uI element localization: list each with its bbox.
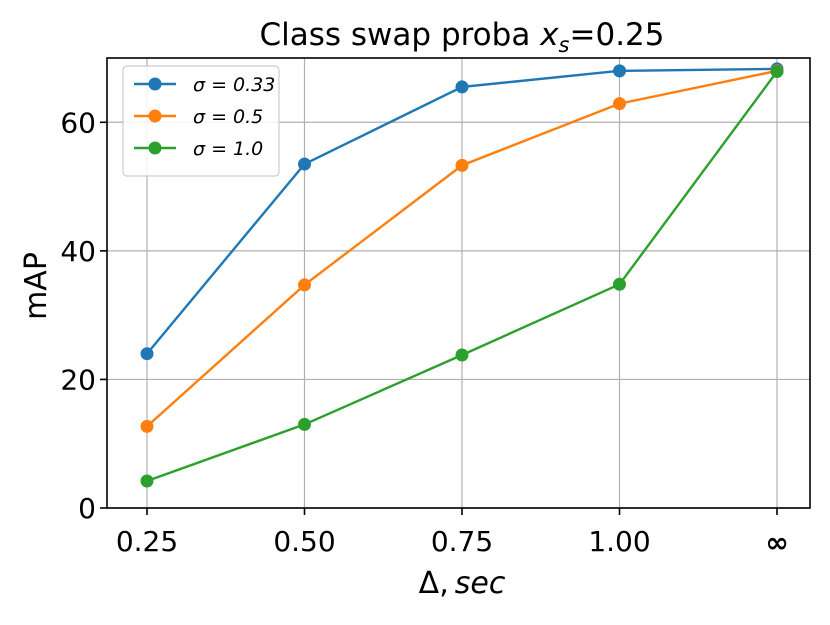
legend-swatch-marker — [148, 141, 162, 155]
data-point — [298, 417, 311, 431]
legend-label: σ = 1.0 — [193, 138, 263, 160]
plot-frame — [106, 57, 811, 509]
y-tick-label: 0 — [78, 492, 96, 525]
legend-label: σ = 0.5 — [193, 106, 263, 128]
chart-title: Class swap proba xs=0.25 — [260, 17, 665, 57]
series — [140, 65, 784, 488]
y-tick-label: 20 — [60, 363, 96, 396]
x-tick-label: 0.50 — [273, 525, 335, 558]
data-point — [613, 97, 626, 111]
data-point — [613, 277, 626, 291]
data-point — [613, 64, 626, 78]
axes: 0.25 0.50 0.75 1.00 ∞ 0 20 40 60 — [60, 57, 811, 559]
x-tick-label: ∞ — [765, 526, 788, 559]
legend-swatch-marker — [148, 109, 162, 123]
y-axis-label: mAP — [19, 252, 54, 320]
data-point — [770, 65, 784, 78]
legend-swatch-marker — [148, 77, 162, 91]
data-point — [455, 348, 469, 362]
data-point — [298, 278, 311, 292]
data-point — [298, 157, 311, 171]
data-point — [140, 474, 154, 488]
legend: σ = 0.33 σ = 0.5 σ = 1.0 — [122, 65, 280, 177]
x-axis-label: Δ, sec — [419, 566, 506, 601]
data-point — [140, 419, 154, 433]
data-point — [455, 80, 469, 94]
data-point — [140, 347, 154, 361]
x-tick-label: 0.25 — [116, 525, 178, 558]
x-tick-label: 1.00 — [588, 525, 650, 558]
x-tick-label: 0.75 — [431, 525, 493, 558]
y-tick-label: 60 — [60, 106, 96, 139]
legend-label: σ = 0.33 — [193, 74, 275, 96]
series-layer — [140, 62, 784, 488]
data-point — [455, 158, 469, 172]
y-tick-label: 40 — [60, 235, 96, 268]
